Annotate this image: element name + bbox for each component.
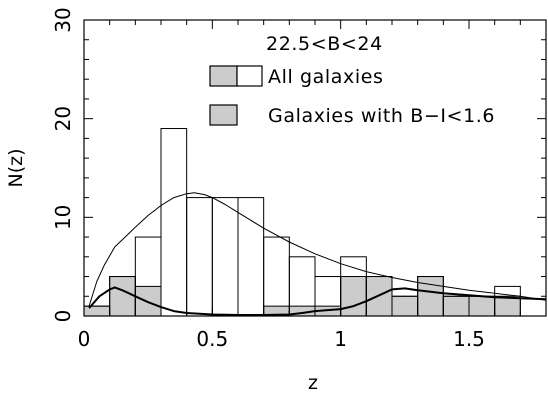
axis-ticks: [83, 19, 547, 317]
y-axis-title: N(z): [5, 148, 27, 187]
legend-swatch-all-open-half: [236, 65, 263, 87]
bar-blue-galaxies: [494, 295, 521, 317]
legend-label-blue-galaxies: Galaxies with B−I<1.6: [268, 105, 495, 127]
legend-entry-all: All galaxies: [209, 65, 384, 88]
legend: All galaxies Galaxies with B−I<1.6: [209, 65, 495, 127]
x-tick-label: 0.5: [196, 327, 228, 351]
model-curve-blue: [88, 286, 547, 316]
y-tick-label: 30: [51, 7, 75, 32]
magnitude-range-annotation: 22.5<B<24: [266, 33, 383, 55]
bar-blue-galaxies: [109, 276, 136, 317]
legend-swatch-filled: [209, 104, 238, 126]
y-tick-label: 0: [51, 310, 75, 323]
bar-all-galaxies: [160, 128, 188, 317]
model-curve-all: [88, 192, 547, 307]
bar-blue-galaxies: [468, 295, 496, 317]
x-tick-label: 0: [78, 327, 91, 351]
curve-layer: [88, 192, 547, 316]
bar-blue-galaxies: [83, 305, 111, 317]
tick-labels: 0 0.5 1 1.5 0 10 20 30: [51, 7, 485, 351]
legend-label-all-galaxies: All galaxies: [268, 66, 384, 88]
bar-blue-galaxies: [340, 276, 367, 317]
legend-entry-blue: Galaxies with B−I<1.6: [209, 104, 495, 127]
x-tick-label: 1.5: [453, 327, 485, 351]
bar-blue-galaxies: [391, 295, 419, 317]
bar-all-galaxies: [263, 236, 290, 317]
bar-all-galaxies: [211, 197, 239, 317]
legend-swatch-all-filled-half: [209, 65, 238, 87]
x-tick-label: 1: [334, 327, 347, 351]
y-tick-label: 20: [51, 106, 75, 131]
x-axis-title: z: [308, 372, 318, 394]
bar-blue-galaxies: [442, 295, 470, 317]
bar-blue-galaxies: [417, 276, 444, 317]
bar-all-galaxies: [186, 197, 213, 317]
y-tick-label: 10: [51, 205, 75, 230]
